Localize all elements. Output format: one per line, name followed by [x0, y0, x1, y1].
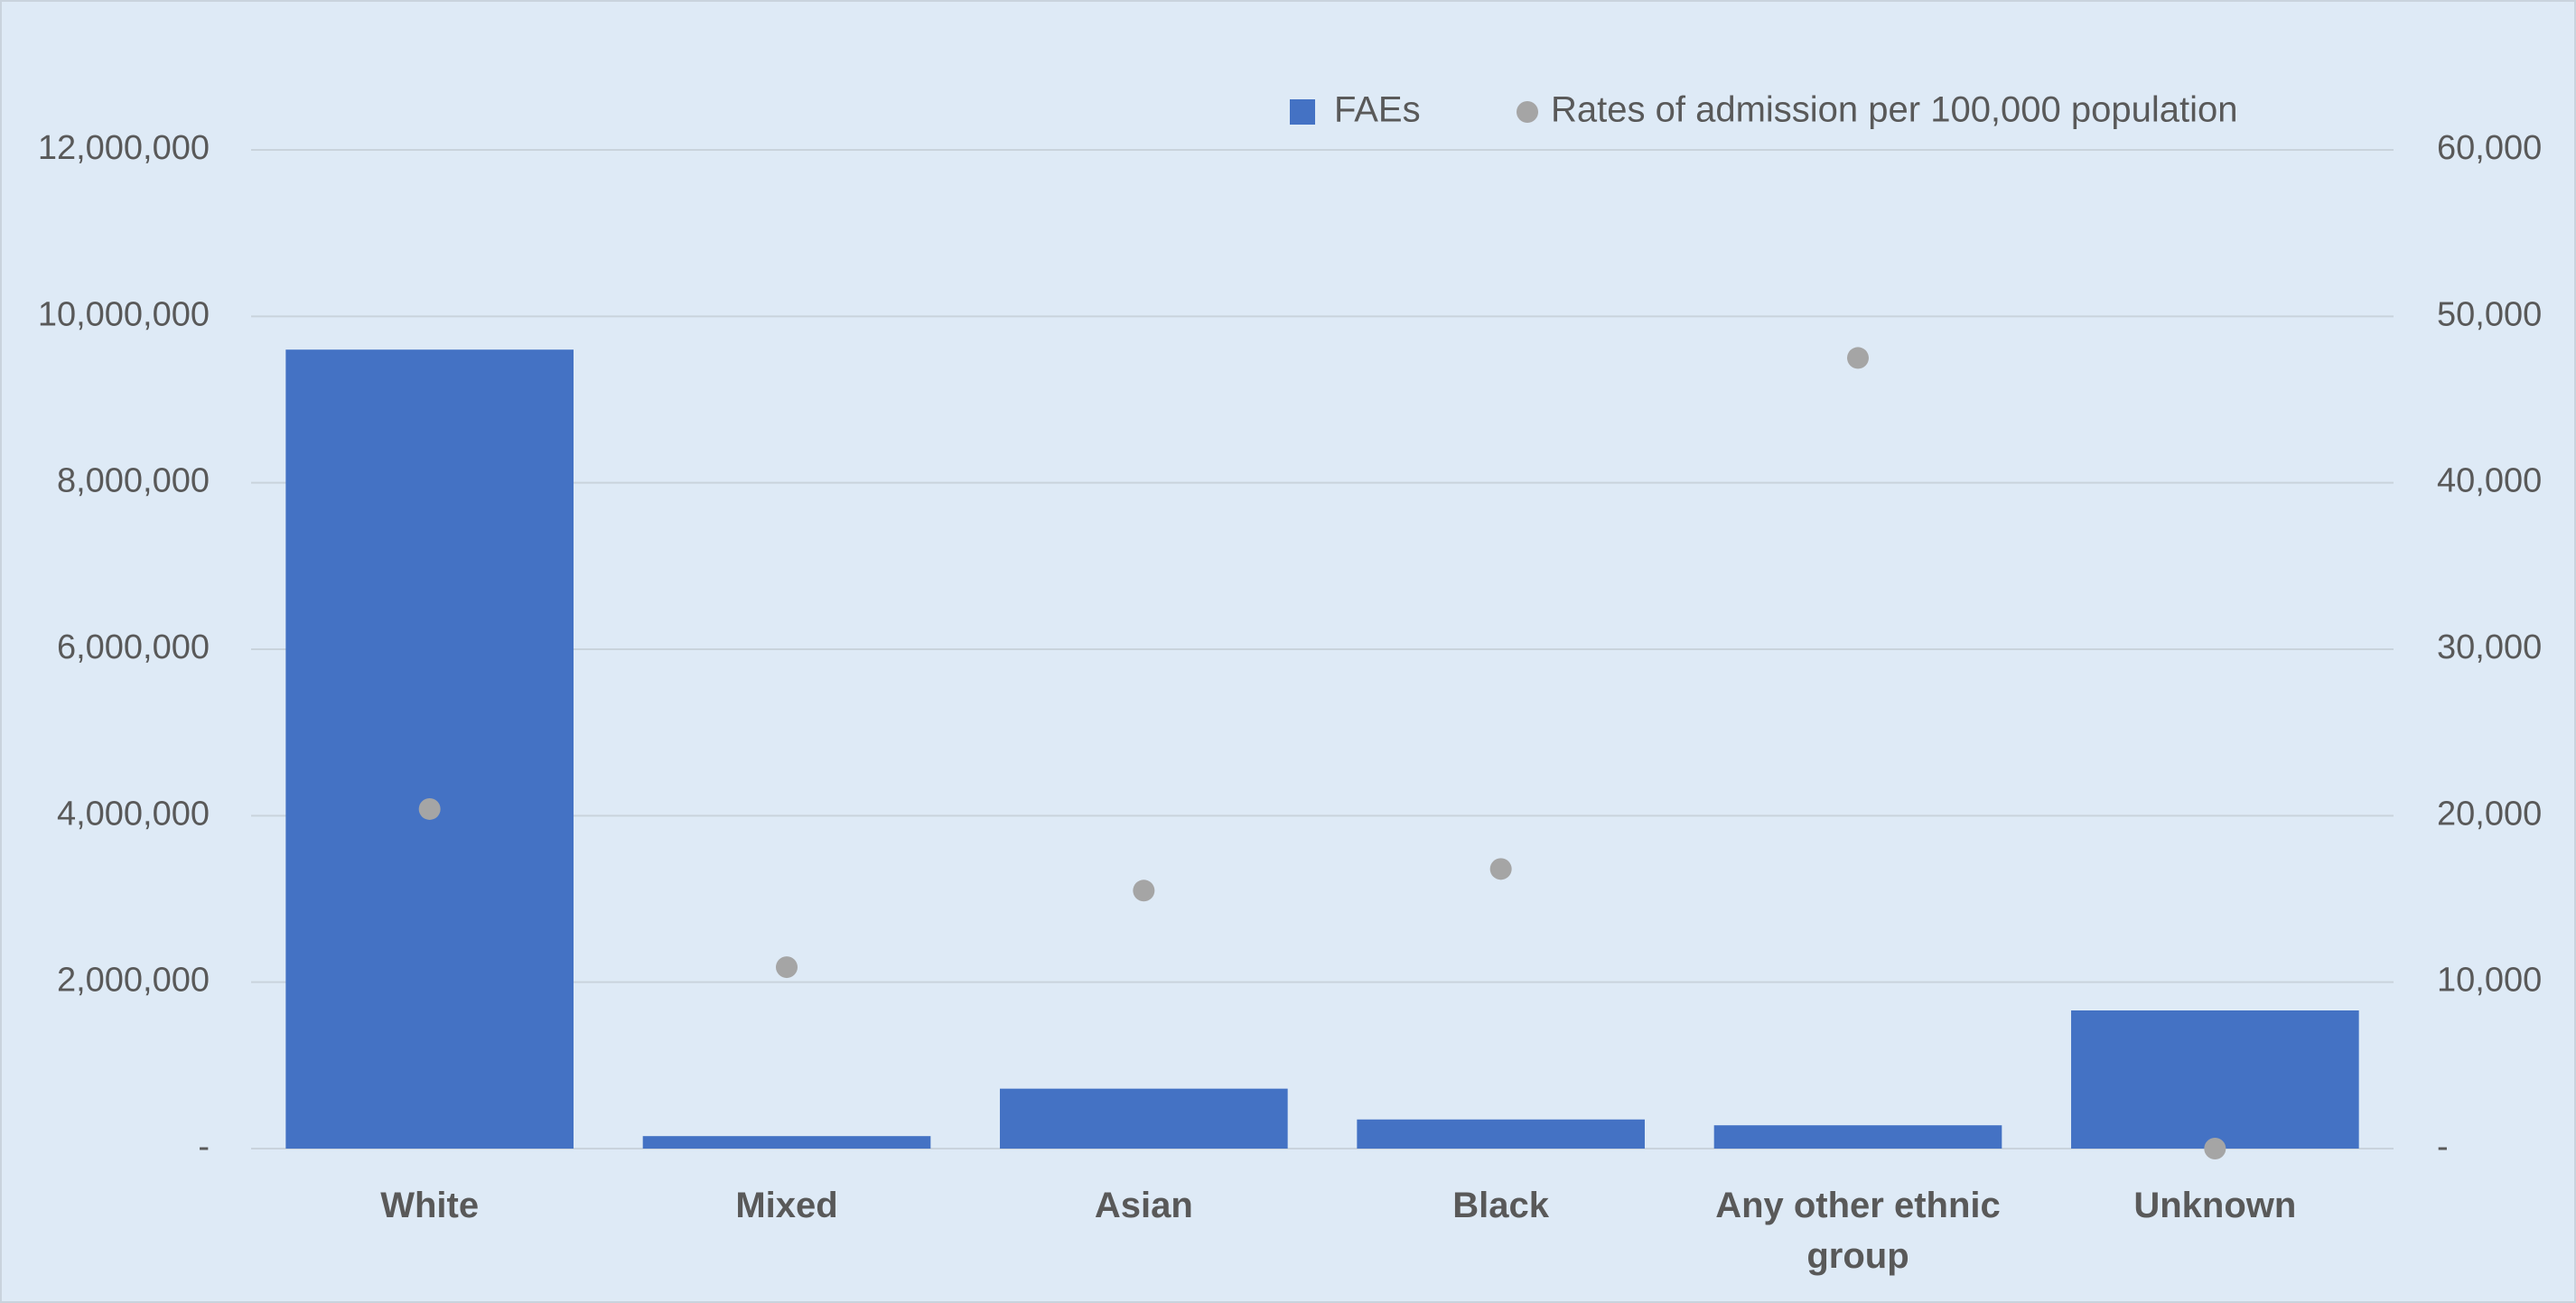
y-tick-label: 4,000,000 [57, 795, 210, 833]
y-tick-label: 6,000,000 [57, 628, 210, 666]
point [1489, 858, 1512, 880]
point [1847, 347, 1869, 369]
bar [1357, 1119, 1645, 1149]
x-tick-label: White [380, 1186, 480, 1225]
point [418, 797, 441, 820]
legend-label: Rates of admission per 100,000 populatio… [1551, 90, 2238, 130]
bar [1000, 1088, 1288, 1149]
legend-label: FAEs [1334, 90, 1421, 130]
y2-tick-label: 50,000 [2437, 295, 2542, 333]
y2-tick-label: 40,000 [2437, 462, 2542, 500]
y-tick-label: - [198, 1128, 210, 1166]
point [2204, 1138, 2226, 1159]
y-tick-label: 12,000,000 [38, 129, 210, 167]
y-tick-label: 8,000,000 [57, 462, 210, 500]
y2-tick-label: 20,000 [2437, 795, 2542, 833]
bar [642, 1136, 931, 1149]
x-tick-label: Unknown [2133, 1186, 2297, 1225]
bar [285, 349, 574, 1149]
y2-tick-label: - [2437, 1128, 2449, 1166]
y-tick-label: 2,000,000 [57, 962, 210, 1000]
y2-tick-label: 60,000 [2437, 129, 2542, 167]
y2-tick-label: 30,000 [2437, 628, 2542, 666]
point [776, 956, 798, 979]
y-tick-label: 10,000,000 [38, 295, 210, 333]
x-tick-label: Mixed [735, 1186, 838, 1225]
bar [1713, 1125, 2002, 1149]
x-tick-label: Black [1452, 1186, 1550, 1225]
bar [2071, 1010, 2359, 1149]
x-tick-label: Asian [1094, 1186, 1193, 1225]
y2-tick-label: 10,000 [2437, 962, 2542, 1000]
legend-swatch [1290, 99, 1315, 125]
point [1133, 880, 1155, 902]
legend-swatch [1517, 101, 1538, 123]
x-tick-label: Any other ethnic group [1715, 1186, 2001, 1276]
